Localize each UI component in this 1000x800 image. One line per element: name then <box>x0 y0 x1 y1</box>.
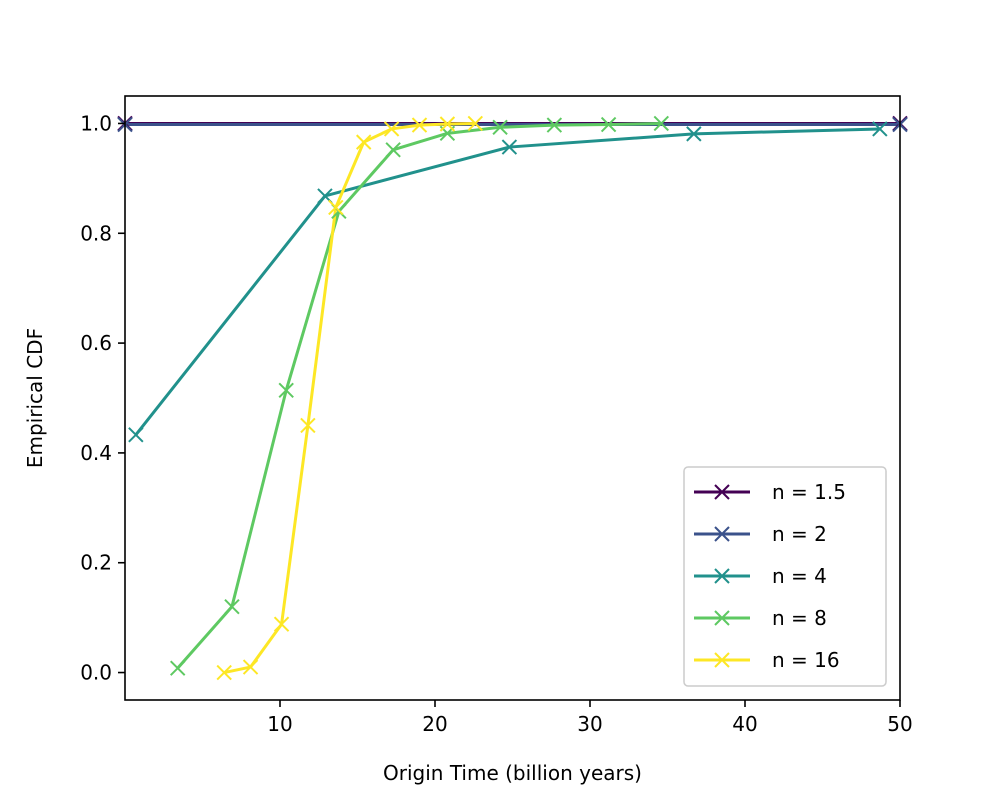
legend-entry: n = 16 <box>694 648 840 672</box>
data-point-marker <box>224 598 240 615</box>
x-tick-label: 30 <box>577 712 602 736</box>
data-point-marker <box>600 116 617 133</box>
legend-entry: n = 4 <box>694 564 827 588</box>
data-point-marker <box>872 121 888 137</box>
data-point-marker <box>216 664 232 681</box>
legend-marker-icon <box>714 484 730 500</box>
data-point-marker <box>546 117 563 133</box>
data-point-marker <box>278 382 294 399</box>
y-tick-label: 1.0 <box>80 111 112 135</box>
legend-label: n = 1.5 <box>772 480 846 504</box>
legend-marker-icon <box>714 568 730 584</box>
series-line-4 <box>223 121 476 675</box>
x-axis-label: Origin Time (billion years) <box>383 761 642 785</box>
legend-entry: n = 2 <box>694 522 827 546</box>
x-tick-label: 50 <box>887 712 912 736</box>
data-point-marker <box>439 116 456 132</box>
data-point-marker <box>653 115 670 132</box>
y-tick-label: 0.0 <box>80 661 112 685</box>
plot-frame <box>124 95 901 701</box>
data-point-marker <box>385 142 401 158</box>
data-point-marker <box>383 121 400 137</box>
series-line-2 <box>134 127 880 436</box>
data-point-marker <box>501 139 518 155</box>
x-tick-label: 40 <box>732 712 757 736</box>
series-line-3 <box>176 121 662 670</box>
x-tick-label: 20 <box>422 712 447 736</box>
data-point-marker <box>411 117 428 133</box>
data-point-marker <box>300 417 316 434</box>
legend-label: n = 8 <box>772 606 827 630</box>
legend-entry: n = 8 <box>694 606 827 630</box>
y-tick-label: 0.4 <box>80 441 112 465</box>
data-point-marker <box>355 134 372 150</box>
x-tick-label: 10 <box>267 712 292 736</box>
legend-box <box>683 466 887 687</box>
data-point-marker <box>242 659 259 675</box>
legend-marker-icon <box>714 610 730 626</box>
data-point-marker <box>492 119 508 136</box>
data-point-marker <box>467 115 484 132</box>
legend-label: n = 4 <box>772 564 827 588</box>
legend-entry: n = 1.5 <box>694 480 846 504</box>
legend-label: n = 16 <box>772 648 840 672</box>
data-point-marker <box>169 660 186 676</box>
data-point-marker <box>686 126 702 142</box>
legend-marker-icon <box>714 652 730 668</box>
data-point-marker <box>328 199 344 216</box>
legend-label: n = 2 <box>772 522 827 546</box>
y-axis-ticks: 0.0 0.2 0.4 0.6 0.8 1.0 <box>80 111 125 685</box>
y-axis-label: Empirical CDF <box>23 328 47 468</box>
y-tick-label: 0.2 <box>80 551 112 575</box>
data-point-marker <box>273 616 290 632</box>
data-point-marker <box>128 427 144 443</box>
y-tick-label: 0.6 <box>80 331 112 355</box>
x-axis-ticks: 10 20 30 40 50 <box>267 700 913 736</box>
legend-marker-icon <box>714 526 730 542</box>
legend: n = 1.5 n = 2 n = 4 n = 8 n = 16 <box>683 466 887 687</box>
y-tick-label: 0.8 <box>80 221 112 245</box>
